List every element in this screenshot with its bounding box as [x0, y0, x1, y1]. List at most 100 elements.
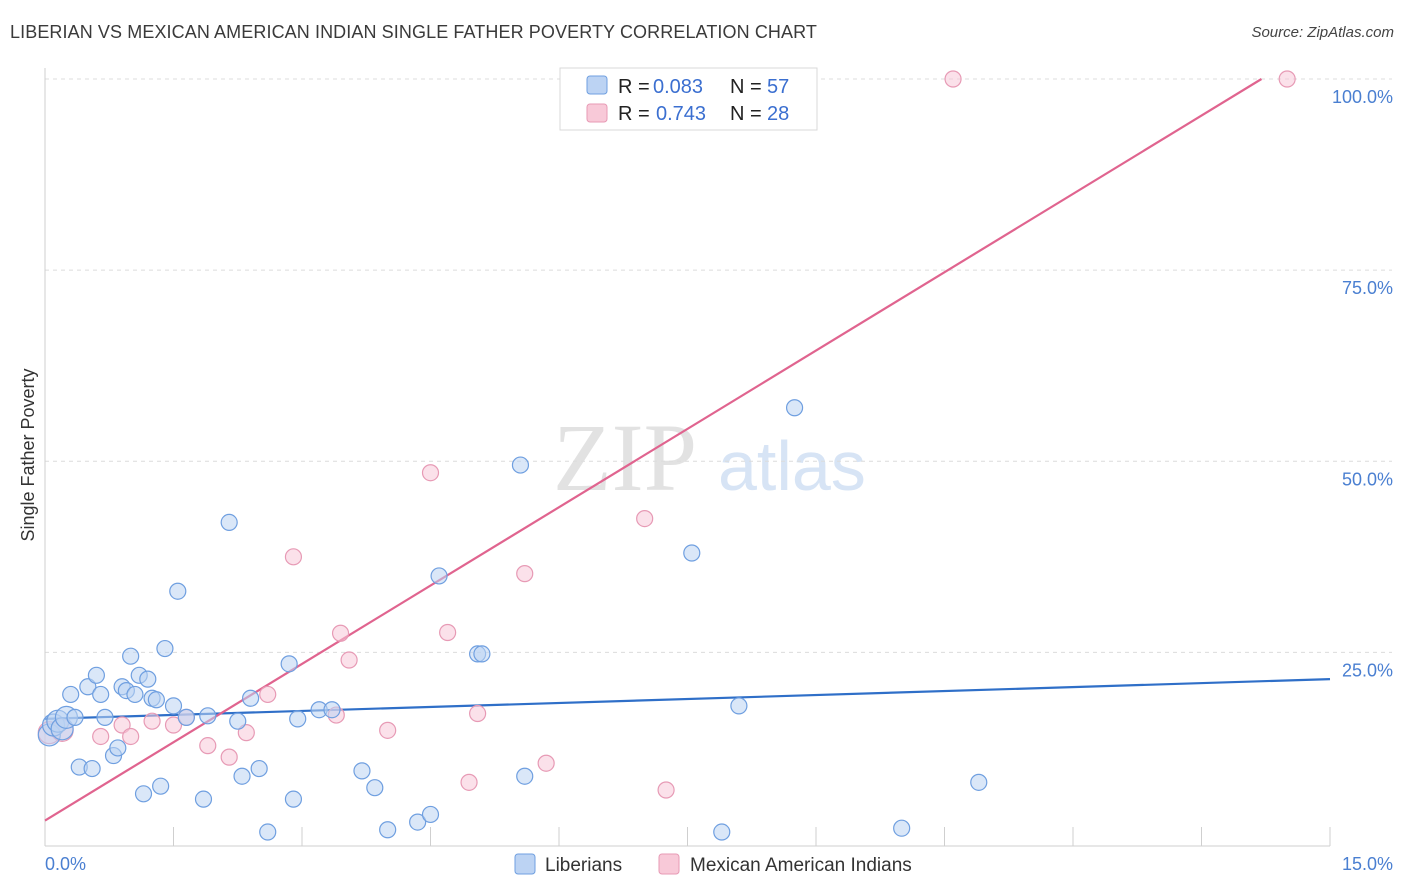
legend-n-label-2: N =: [730, 103, 762, 125]
watermark-zip: ZIP: [553, 404, 697, 511]
liberians-point-56: [893, 819, 911, 837]
legend-n-value-1: 57: [767, 76, 789, 98]
mexican-point-6: [164, 716, 183, 734]
liberians-point-41: [323, 701, 341, 719]
liberians-point-18: [126, 685, 144, 704]
liberians-point-30: [199, 707, 217, 725]
mexican-point-12: [284, 548, 303, 566]
legend-r-value-2: 0.743: [656, 103, 706, 125]
liberians-point-50: [511, 456, 530, 474]
legend: R = 0.083 N = 57 R = 0.743 N = 28: [559, 67, 818, 131]
bottom-legend-swatch-liberians: [514, 853, 536, 875]
mexican-point-4: [122, 727, 140, 746]
legend-n-value-2: 28: [767, 103, 789, 125]
liberians-point-35: [250, 759, 268, 778]
watermark-atlas: atlas: [718, 427, 866, 505]
y-tick-label-1: 50.0%: [1342, 469, 1393, 489]
y-tick-labels: 25.0% 50.0% 75.0% 100.0%: [1332, 87, 1393, 680]
liberians-point-47: [430, 567, 448, 585]
mexican-point-9: [220, 748, 238, 766]
mexican-point-14: [331, 624, 350, 642]
y-tick-label-0: 25.0%: [1342, 660, 1393, 680]
y-axis-label: Single Father Poverty: [18, 368, 38, 541]
x-tick-label-max: 15.0%: [1342, 854, 1393, 874]
x-tick-label-min: 0.0%: [45, 854, 86, 874]
bottom-legend-swatch-mexican: [658, 853, 680, 875]
mexican-point-18: [439, 623, 457, 642]
liberians-point-31: [220, 513, 238, 532]
liberians-point-52: [683, 544, 701, 562]
mexican-point-20: [469, 704, 487, 723]
bottom-legend-mexican: Mexican American Indians: [690, 855, 912, 876]
liberians-point-53: [713, 823, 731, 841]
mexican-point-24: [657, 781, 675, 799]
liberians-point-20: [134, 785, 153, 803]
liberians-point-46: [421, 805, 440, 824]
liberians-point-45: [409, 813, 427, 831]
mexican-point-2: [92, 727, 110, 746]
liberians-point-27: [169, 582, 187, 600]
legend-r-label-2: R =: [618, 103, 650, 125]
bottom-legend: Liberians Mexican American Indians: [514, 853, 912, 876]
legend-swatch-liberians: [586, 75, 608, 95]
liberians-point-25: [156, 639, 174, 658]
liberians-point-14: [109, 739, 127, 757]
liberians-point-55: [785, 399, 804, 417]
chart-source: Source: ZipAtlas.com: [1251, 24, 1394, 41]
liberians-point-17: [122, 647, 140, 665]
liberians-point-54: [730, 697, 748, 715]
trend-line-mexican: [44, 78, 1263, 822]
legend-n-label-1: N =: [730, 76, 762, 98]
mexican-point-11: [259, 685, 277, 704]
liberians-point-6: [66, 708, 84, 726]
mexican-point-16: [379, 721, 397, 739]
liberians-point-44: [379, 821, 397, 839]
mexican-point-26: [944, 70, 962, 88]
liberians-point-9: [83, 759, 101, 778]
mexican-point-21: [516, 565, 534, 583]
legend-r-label-1: R =: [618, 76, 650, 98]
liberians-point-5: [62, 685, 80, 704]
liberians-point-43: [366, 779, 384, 797]
trend-line-liberians: [44, 678, 1331, 720]
liberians-point-37: [280, 655, 298, 673]
data-points: [37, 70, 1296, 841]
mexican-point-8: [199, 737, 217, 755]
liberians-point-26: [164, 697, 183, 715]
liberians-point-33: [233, 767, 251, 785]
legend-swatch-mexican: [586, 103, 608, 123]
liberians-point-36: [259, 823, 277, 841]
liberians-point-23: [147, 691, 165, 709]
mexican-point-15: [340, 651, 358, 669]
liberians-point-8: [79, 678, 97, 696]
liberians-point-29: [194, 790, 213, 808]
liberians-point-28: [177, 708, 195, 726]
mexican-point-19: [460, 773, 478, 791]
x-tick-labels: 0.0% 15.0%: [45, 854, 1393, 874]
liberians-point-49: [473, 645, 491, 663]
bottom-legend-liberians: Liberians: [545, 855, 622, 876]
mexican-point-3: [113, 716, 131, 734]
y-tick-label-2: 75.0%: [1342, 278, 1393, 298]
mexican-point-27: [1278, 70, 1296, 88]
chart-title: LIBERIAN VS MEXICAN AMERICAN INDIAN SING…: [10, 22, 817, 42]
liberians-point-10: [87, 666, 106, 684]
axes: [44, 68, 1331, 847]
legend-r-value-1: 0.083: [653, 76, 703, 98]
liberians-point-38: [284, 790, 303, 808]
liberians-point-21: [139, 670, 157, 688]
liberians-point-24: [152, 777, 170, 795]
liberians-point-42: [353, 762, 371, 780]
gridlines: [45, 78, 1392, 653]
mexican-point-23: [636, 509, 654, 528]
liberians-point-11: [92, 685, 110, 704]
liberians-point-57: [970, 773, 988, 791]
mexican-point-10: [237, 724, 255, 742]
liberians-point-51: [516, 767, 534, 785]
mexican-point-22: [537, 754, 555, 772]
liberians-point-12: [96, 708, 114, 726]
mexican-point-5: [143, 712, 161, 730]
mexican-point-17: [421, 464, 440, 482]
liberians-point-39: [289, 710, 307, 728]
